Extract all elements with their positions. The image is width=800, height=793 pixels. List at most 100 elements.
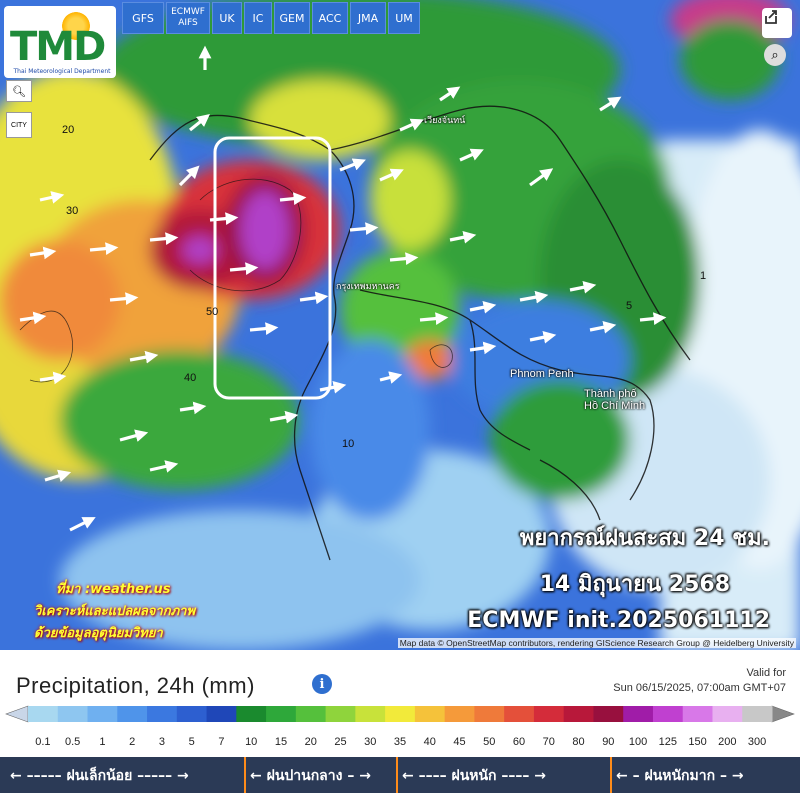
city-label-bangkok: กรุงเทพมหานคร xyxy=(336,281,400,291)
tab-gem[interactable]: GEM xyxy=(274,2,310,34)
map-attribution: Map data © OpenStreetMap contributors, r… xyxy=(397,638,796,648)
scale-tick-label: 60 xyxy=(512,736,526,748)
scale-tick-label: 10 xyxy=(245,736,258,748)
city-toggle-button[interactable]: CITY xyxy=(6,112,32,138)
scale-right-arrow xyxy=(771,705,795,723)
contour-label: 40 xyxy=(184,372,197,384)
scale-tick-label: 3 xyxy=(158,736,165,748)
color-scale-bar xyxy=(5,705,795,723)
scale-tick-label: 70 xyxy=(542,736,555,748)
scale-swatch xyxy=(533,706,565,722)
scale-swatch xyxy=(414,706,446,722)
contour-label: 50 xyxy=(206,306,219,318)
category-divider xyxy=(244,757,246,793)
share-icon xyxy=(765,10,777,24)
logo-subtitle: Thai Meteorological Department xyxy=(13,68,111,75)
tab-gfs[interactable]: GFS xyxy=(122,2,164,34)
info-icon[interactable]: i xyxy=(312,674,332,694)
tab-acc[interactable]: ACC xyxy=(312,2,348,34)
category-very-heavy-rain: ← – ฝนหนักมาก – → xyxy=(616,768,744,784)
scale-tick-label: 15 xyxy=(274,736,288,748)
scale-tick-label: 1 xyxy=(99,736,106,748)
scale-swatch xyxy=(444,706,475,722)
scale-swatch xyxy=(355,706,386,722)
scale-left-arrow xyxy=(5,705,29,723)
sun-icon xyxy=(62,12,90,40)
scale-tick-label: 100 xyxy=(628,736,648,748)
category-divider xyxy=(610,757,612,793)
legend-title: Precipitation, 24h (mm) xyxy=(16,673,255,698)
tab-um[interactable]: UM xyxy=(388,2,420,34)
tab-ic[interactable]: IC xyxy=(244,2,272,34)
scale-swatch xyxy=(176,706,208,722)
source-line-1: ที่มา :weather.us xyxy=(56,582,171,597)
model-tab-bar: GFS ECMWF AIFS UK IC GEM ACC JMA UM xyxy=(122,2,420,34)
scale-swatch xyxy=(147,706,178,722)
scale-tick-label: 25 xyxy=(334,736,347,748)
scale-swatch xyxy=(28,706,59,722)
contour-label: 1 xyxy=(700,270,707,282)
tmd-logo: TMD Thai Meteorological Department xyxy=(4,6,116,78)
scale-swatch xyxy=(504,706,535,722)
scale-swatch xyxy=(57,706,89,722)
city-label-ho-chi-minh: Thành phố Hồ Chí Minh xyxy=(584,388,646,412)
tab-jma[interactable]: JMA xyxy=(350,2,386,34)
scale-tick-label: 200 xyxy=(718,736,737,748)
city-label-phnom-penh: Phnom Penh xyxy=(510,368,574,380)
source-line-2: วิเคราะห์และแปลผลจากภาพ xyxy=(34,604,196,619)
scale-tick-label: 0.5 xyxy=(64,736,81,748)
valid-label: Valid for xyxy=(746,667,786,679)
scale-tick-label: 50 xyxy=(483,736,496,748)
contour-label: 30 xyxy=(66,205,79,217)
scale-swatch xyxy=(652,706,684,722)
tab-ecmwf-aifs[interactable]: ECMWF AIFS xyxy=(166,2,210,34)
contour-label: 10 xyxy=(342,438,355,450)
scale-swatch xyxy=(266,706,297,722)
category-light-rain: ← ––––– ฝนเล็กน้อย ––––– → xyxy=(10,768,189,784)
category-heavy-rain: ← –––– ฝนหนัก –––– → xyxy=(402,768,547,784)
scale-swatch xyxy=(712,706,743,722)
scale-tick-label: 150 xyxy=(688,736,707,748)
scale-tick-label: 45 xyxy=(453,736,466,748)
search-icon: 🔍︎ xyxy=(12,85,26,98)
scale-swatch xyxy=(385,706,416,722)
scale-tick-label: 90 xyxy=(602,736,615,748)
category-divider xyxy=(396,757,398,793)
scale-tick-label: 35 xyxy=(393,736,407,748)
scale-swatch xyxy=(623,706,654,722)
share-button[interactable] xyxy=(762,8,792,38)
scale-tick-label: 20 xyxy=(304,736,317,748)
category-label: ฝนปานกลาง xyxy=(266,768,343,784)
logo-text: TMD xyxy=(10,24,106,70)
scale-tick-label: 40 xyxy=(423,736,436,748)
headline-title: พยากรณ์ฝนสะสม 24 ชม. xyxy=(519,526,770,551)
scale-swatch xyxy=(563,706,594,722)
map-canvas xyxy=(0,0,800,650)
scale-swatch xyxy=(682,706,713,722)
scale-tick-label: 80 xyxy=(572,736,585,748)
category-moderate-rain: ← ฝนปานกลาง – → xyxy=(250,768,371,784)
scale-swatch xyxy=(117,706,148,722)
map-search-button[interactable]: 🔍︎ xyxy=(6,80,32,102)
city-label: CITY xyxy=(11,121,27,129)
category-label: ฝนหนักมาก xyxy=(644,768,716,784)
contour-label: 20 xyxy=(62,124,75,136)
category-label: ฝนเล็กน้อย xyxy=(66,768,133,784)
scale-swatch xyxy=(742,706,773,722)
source-line-3: ด้วยข้อมูลอุตุนิยมวิทยา xyxy=(34,626,163,641)
scale-tick-label: 125 xyxy=(658,736,678,748)
category-bar xyxy=(0,757,800,793)
scale-tick-label: 0.1 xyxy=(35,736,51,748)
scale-swatch xyxy=(295,706,327,722)
tab-uk[interactable]: UK xyxy=(212,2,242,34)
scale-swatch xyxy=(325,706,356,722)
category-label: ฝนหนัก xyxy=(451,768,497,784)
city-label-vientiane: เวียงจันทน์ xyxy=(424,115,466,125)
precipitation-map[interactable]: 20 30 10 50 40 5 1 Phnom Penh Thành phố … xyxy=(0,0,800,650)
scale-tick-label: 2 xyxy=(129,736,136,748)
scale-swatch xyxy=(474,706,505,722)
scale-swatch xyxy=(593,706,624,722)
zoom-button[interactable]: ⌕ xyxy=(764,44,786,66)
valid-date: Sun 06/15/2025, 07:00am GMT+07 xyxy=(613,682,786,694)
scale-swatch xyxy=(206,706,237,722)
